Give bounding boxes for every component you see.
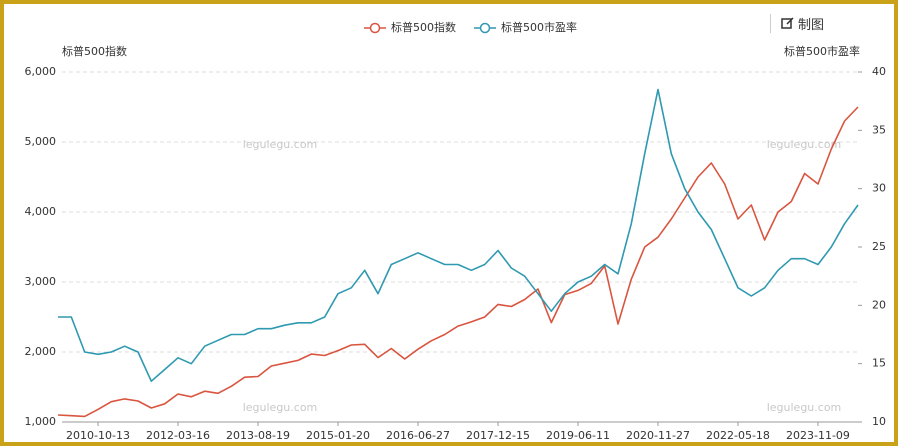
y-axis-title: 标普500指数: [62, 44, 127, 58]
y2-tick-label: 35: [872, 123, 886, 136]
watermark: legulegu.com: [767, 138, 842, 151]
y-tick-label: 3,000: [25, 275, 57, 288]
chart: 1,000 2,000 3,000 4,000 5,000 6,000 10 15 20 25 30…: [25, 20, 887, 442]
watermark: legulegu.com: [243, 138, 318, 151]
toolbar-label: 制图: [797, 18, 824, 33]
y-tick-label: 1,000: [25, 415, 57, 428]
y-tick-label: 4,000: [25, 205, 57, 218]
toolbar-button[interactable]: 制图: [769, 14, 824, 33]
y2-tick-label: 30: [872, 182, 886, 195]
watermark: legulegu.com: [243, 401, 318, 414]
y2-tick-label: 20: [872, 298, 886, 311]
x-tick-label: 2010-10-13: [66, 429, 130, 442]
x-tick-label: 2015-01-20: [306, 429, 370, 442]
y2-tick-label: 15: [872, 357, 886, 370]
legend-label[interactable]: 标普500市盈率: [501, 20, 577, 34]
y2-tick-label: 40: [872, 65, 886, 78]
edit-icon: [781, 17, 794, 29]
y2-tick-label: 25: [872, 240, 886, 253]
x-tick-label: 2017-12-15: [466, 429, 530, 442]
watermark: legulegu.com: [767, 401, 842, 414]
x-tick-label: 2012-03-16: [146, 429, 210, 442]
y2-tick-label: 10: [872, 415, 886, 428]
x-tick-label: 2019-06-11: [546, 429, 610, 442]
legend-label[interactable]: 标普500指数: [391, 20, 456, 34]
y2-axis-title: 标普500市盈率: [784, 44, 860, 58]
y-tick-label: 2,000: [25, 345, 57, 358]
x-tick-label: 2016-06-27: [386, 429, 450, 442]
x-tick-label: 2023-11-09: [786, 429, 850, 442]
x-tick-label: 2020-11-27: [626, 429, 690, 442]
legend-marker: [479, 22, 491, 34]
x-tick-label: 2013-08-19: [226, 429, 290, 442]
series-line: [57, 106, 859, 418]
x-tick-label: 2022-05-18: [706, 429, 770, 442]
legend-marker: [369, 22, 381, 34]
series-line: [58, 88, 859, 382]
y-tick-label: 6,000: [25, 65, 57, 78]
y-tick-label: 5,000: [25, 135, 57, 148]
